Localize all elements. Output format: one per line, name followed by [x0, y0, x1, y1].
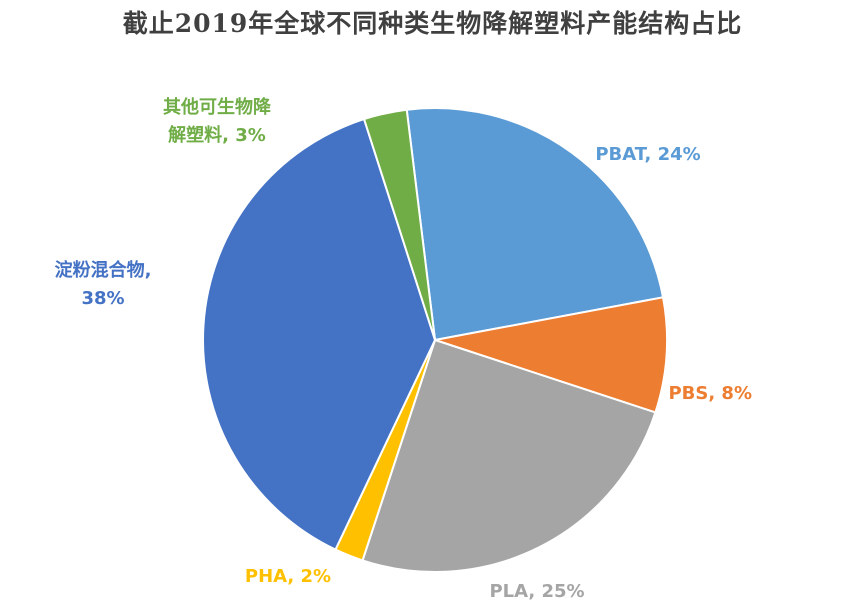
data-label-line: PHA, 2%	[245, 566, 331, 587]
data-label-pha: PHA, 2%	[245, 566, 331, 587]
pie-slice-pla	[361, 339, 657, 573]
data-label-line: 解塑料, 3%	[168, 124, 266, 146]
data-label-other-biodegradable: 其他可生物降解塑料, 3%	[163, 96, 272, 146]
data-label-pbs: PBS, 8%	[668, 383, 752, 404]
pie-slice-starch-blend	[202, 118, 436, 551]
data-label-line: 淀粉混合物,	[55, 259, 152, 281]
pie-slice-pbs	[434, 296, 668, 414]
data-label-pbat: PBAT, 24%	[595, 144, 700, 165]
data-label-line: 38%	[81, 288, 124, 309]
pie-slice-pbat	[405, 107, 665, 341]
chart-title: 截止2019年全球不同种类生物降解塑料产能结构占比	[122, 9, 743, 38]
data-label-line: PBS, 8%	[668, 383, 752, 404]
pie-slice-other-biodegradable	[363, 108, 436, 341]
data-label-line: PBAT, 24%	[595, 144, 700, 165]
data-label-line: 其他可生物降	[163, 96, 272, 118]
data-label-pla: PLA, 25%	[489, 581, 584, 602]
data-label-starch-blend: 淀粉混合物, 38%	[55, 259, 152, 309]
data-label-line: PLA, 25%	[489, 581, 584, 602]
